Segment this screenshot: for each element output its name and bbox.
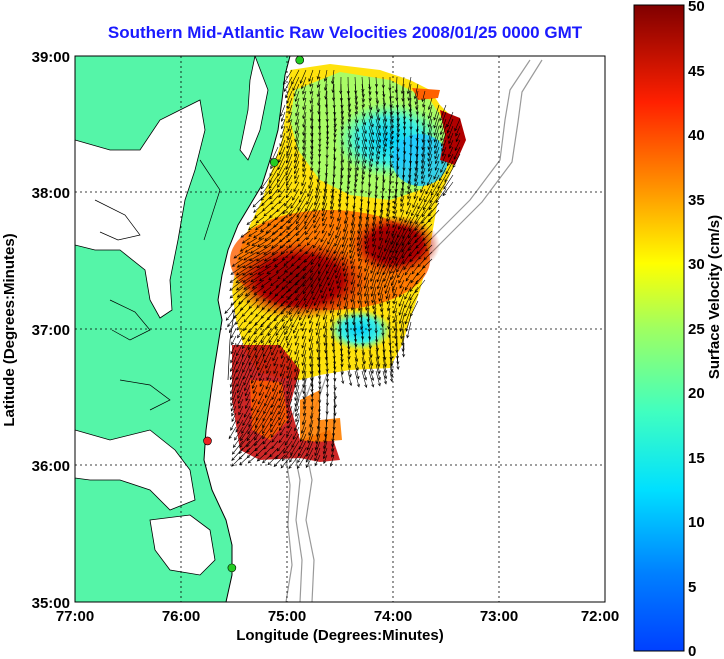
colorbar-tick-label: 40 — [688, 127, 705, 144]
colorbar-tick-label: 5 — [688, 579, 696, 596]
x-tick-label: 75:00 — [268, 608, 306, 625]
velocity-vectors — [224, 69, 461, 470]
colorbar-ticks: 50 45 40 35 30 25 20 15 10 5 0 — [688, 0, 705, 659]
y-tick-label: 36:00 — [32, 458, 70, 475]
colorbar-label: Surface Velocity (cm/s) — [706, 215, 723, 379]
map-title: Southern Mid-Atlantic Raw Velocities 200… — [108, 23, 583, 42]
x-tick-label: 73:00 — [480, 608, 518, 625]
colorbar-tick-label: 35 — [688, 192, 705, 209]
x-tick-label: 74:00 — [374, 608, 412, 625]
colorbar-tick-label: 30 — [688, 256, 705, 273]
colorbar — [633, 4, 685, 652]
y-tick-label: 37:00 — [32, 322, 70, 339]
plot-frame — [74, 55, 606, 603]
x-tick-label: 72:00 — [581, 608, 619, 625]
y-tick-label: 35:00 — [32, 595, 70, 612]
x-axis-label: Longitude (Degrees:Minutes) — [236, 627, 444, 644]
map-grid — [75, 56, 605, 602]
plot-area — [75, 56, 605, 602]
colorbar-tick-label: 0 — [688, 643, 696, 659]
colorbar-tick-label: 45 — [688, 63, 705, 80]
station-marker — [269, 158, 279, 167]
colorbar-tick-label: 25 — [688, 321, 705, 338]
colorbar-tick-label: 50 — [688, 0, 705, 15]
y-axis-ticks: 39:00 38:00 37:00 36:00 35:00 — [32, 49, 70, 612]
x-tick-label: 77:00 — [56, 608, 94, 625]
station-marker — [227, 563, 237, 573]
station-markers — [203, 56, 305, 573]
colorbar-tick-label: 15 — [688, 450, 705, 467]
bays — [75, 56, 269, 576]
coastline-detail — [94, 159, 237, 411]
station-marker — [203, 436, 212, 446]
colorbar-tick-label: 10 — [688, 514, 705, 531]
y-axis-label: Latitude (Degrees:Minutes) — [1, 233, 18, 426]
y-tick-label: 39:00 — [32, 49, 70, 66]
y-tick-label: 38:00 — [32, 185, 70, 202]
colorbar-tick-label: 20 — [688, 385, 705, 402]
x-axis-ticks: 77:00 76:00 75:00 74:00 73:00 72:00 — [56, 608, 619, 625]
station-marker — [295, 56, 305, 65]
x-tick-label: 76:00 — [162, 608, 200, 625]
